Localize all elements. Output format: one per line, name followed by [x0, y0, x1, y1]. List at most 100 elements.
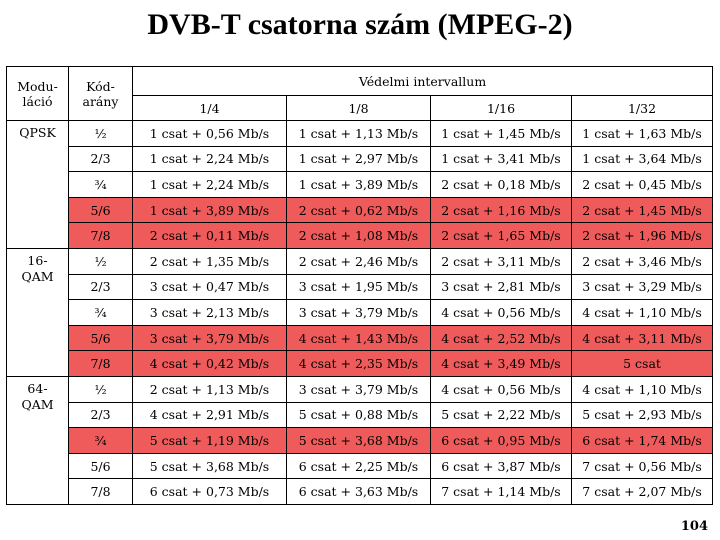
modulation-header: Modu- láció	[6, 66, 69, 121]
bitrate-cell: 2 csat + 1,96 Mb/s	[570, 222, 714, 249]
code-rate-cell: 5/6	[68, 324, 133, 352]
table-row: 7/8 4 csat + 0,42 Mb/s 4 csat + 2,35 Mb/s 4…	[7, 350, 714, 377]
guard-interval-header: Védelmi intervallum	[131, 66, 714, 96]
bitrate-cell: 1 csat + 1,13 Mb/s	[286, 120, 431, 147]
code-rate-cell: 2/3	[68, 145, 133, 173]
guard-value-header: 1/8	[286, 95, 431, 121]
bitrate-cell: 5 csat + 2,93 Mb/s	[570, 401, 714, 429]
table-row: 5/6 3 csat + 3,79 Mb/s 4 csat + 1,43 Mb/s 4…	[7, 324, 714, 352]
bitrate-cell: 6 csat + 1,74 Mb/s	[570, 427, 714, 454]
table-row: 7/8 2 csat + 0,11 Mb/s 2 csat + 1,08 Mb/s 2…	[7, 222, 714, 249]
table-body: QPSK ½ 1 csat + 0,56 Mb/s 1 csat + 1,13 Mb/…	[6, 120, 714, 505]
bitrate-cell: 1 csat + 3,64 Mb/s	[570, 145, 714, 173]
bitrate-cell: 1 csat + 3,89 Mb/s	[286, 171, 431, 198]
bitrate-cell: 3 csat + 0,47 Mb/s	[132, 273, 287, 301]
coderate-header-line2: arány	[82, 93, 119, 109]
table-row: 2/3 3 csat + 0,47 Mb/s 3 csat + 1,95 Mb/s 3…	[7, 273, 714, 301]
guard-value-header: 1/16	[430, 95, 572, 121]
bitrate-cell: 2 csat + 1,13 Mb/s	[132, 375, 287, 403]
bitrate-cell: 1 csat + 1,63 Mb/s	[570, 120, 714, 147]
guard-value-header: 1/4	[132, 95, 287, 121]
coderate-header: Kód- arány	[68, 66, 133, 121]
modulation-cell: QPSK	[6, 120, 69, 249]
bitrate-cell: 2 csat + 0,45 Mb/s	[570, 171, 714, 198]
bitrate-cell: 6 csat + 0,95 Mb/s	[430, 427, 572, 454]
code-rate-cell: ½	[68, 375, 133, 403]
modulation-label-line1: 16-	[27, 252, 48, 268]
bitrate-cell: 7 csat + 1,14 Mb/s	[430, 478, 572, 505]
table-row: QPSK ½ 1 csat + 0,56 Mb/s 1 csat + 1,13 Mb/…	[6, 120, 714, 249]
bitrate-cell: 4 csat + 3,11 Mb/s	[570, 324, 714, 352]
bitrate-cell: 1 csat + 2,97 Mb/s	[286, 145, 431, 173]
bitrate-cell: 4 csat + 3,49 Mb/s	[430, 350, 572, 377]
bitrate-cell: 2 csat + 0,62 Mb/s	[286, 196, 431, 224]
bitrate-cell: 6 csat + 0,73 Mb/s	[132, 478, 287, 505]
table-row: 64- QAM ½ 2 csat + 1,13 Mb/s 3 csat + 3,79 M…	[6, 375, 714, 505]
bitrate-cell: 2 csat + 3,46 Mb/s	[570, 247, 714, 275]
bitrate-cell: 4 csat + 2,52 Mb/s	[430, 324, 572, 352]
bitrate-cell: 2 csat + 1,45 Mb/s	[570, 196, 714, 224]
bitrate-cell: 3 csat + 3,79 Mb/s	[132, 324, 287, 352]
bitrate-cell: 6 csat + 3,87 Mb/s	[430, 452, 572, 480]
bitrate-cell: 3 csat + 3,29 Mb/s	[570, 273, 714, 301]
bitrate-cell: 5 csat	[570, 350, 714, 377]
code-rate-cell: ¾	[68, 171, 133, 198]
coderate-header-line1: Kód-	[86, 78, 115, 94]
bitrate-cell: 4 csat + 1,10 Mb/s	[570, 375, 714, 403]
modulation-header-line2: láció	[22, 93, 53, 109]
bitrate-cell: 4 csat + 0,42 Mb/s	[132, 350, 287, 377]
channel-table: Modu- láció Kód- arány Védelmi intervall…	[6, 66, 714, 505]
bitrate-cell: 4 csat + 2,35 Mb/s	[286, 350, 431, 377]
code-rate-cell: 7/8	[68, 350, 133, 377]
bitrate-cell: 5 csat + 2,22 Mb/s	[430, 401, 572, 429]
bitrate-cell: 2 csat + 1,65 Mb/s	[430, 222, 572, 249]
table-row: 7/8 6 csat + 0,73 Mb/s 6 csat + 3,63 Mb/s 7…	[7, 478, 714, 505]
modulation-label-line2: QAM	[21, 268, 54, 284]
bitrate-cell: 4 csat + 1,43 Mb/s	[286, 324, 431, 352]
bitrate-cell: 3 csat + 1,95 Mb/s	[286, 273, 431, 301]
bitrate-cell: 2 csat + 0,11 Mb/s	[132, 222, 287, 249]
bitrate-cell: 2 csat + 3,11 Mb/s	[430, 247, 572, 275]
bitrate-cell: 6 csat + 2,25 Mb/s	[286, 452, 431, 480]
bitrate-cell: 1 csat + 3,41 Mb/s	[430, 145, 572, 173]
table-row: 5/6 1 csat + 3,89 Mb/s 2 csat + 0,62 Mb/s 2…	[7, 196, 714, 224]
bitrate-cell: 4 csat + 0,56 Mb/s	[430, 375, 572, 403]
table-row: 2/3 1 csat + 2,24 Mb/s 1 csat + 2,97 Mb/s 1…	[7, 145, 714, 173]
bitrate-cell: 3 csat + 3,79 Mb/s	[286, 299, 431, 326]
bitrate-cell: 2 csat + 0,18 Mb/s	[430, 171, 572, 198]
code-rate-cell: 2/3	[68, 401, 133, 429]
code-rate-cell: ½	[68, 120, 133, 147]
bitrate-cell: 4 csat + 2,91 Mb/s	[132, 401, 287, 429]
code-rate-cell: 7/8	[68, 222, 133, 249]
bitrate-cell: 7 csat + 0,56 Mb/s	[570, 452, 714, 480]
code-rate-cell: ¾	[68, 299, 133, 326]
bitrate-cell: 3 csat + 2,81 Mb/s	[430, 273, 572, 301]
code-rate-cell: 7/8	[68, 478, 133, 505]
bitrate-cell: 1 csat + 2,24 Mb/s	[132, 145, 287, 173]
bitrate-cell: 3 csat + 2,13 Mb/s	[132, 299, 287, 326]
code-rate-cell: 5/6	[68, 452, 133, 480]
page-title: DVB-T csatorna szám (MPEG-2)	[147, 8, 573, 41]
table-row: 5/6 5 csat + 3,68 Mb/s 6 csat + 2,25 Mb/s 6…	[7, 452, 714, 480]
bitrate-cell: 6 csat + 3,63 Mb/s	[286, 478, 431, 505]
bitrate-cell: 1 csat + 1,45 Mb/s	[430, 120, 572, 147]
bitrate-cell: 1 csat + 3,89 Mb/s	[132, 196, 287, 224]
bitrate-cell: 1 csat + 2,24 Mb/s	[132, 171, 287, 198]
bitrate-cell: 4 csat + 1,10 Mb/s	[570, 299, 714, 326]
table-row: 2/3 4 csat + 2,91 Mb/s 5 csat + 0,88 Mb/s 5…	[7, 401, 714, 429]
code-rate-cell: ¾	[68, 427, 133, 454]
bitrate-cell: 5 csat + 0,88 Mb/s	[286, 401, 431, 429]
bitrate-cell: 2 csat + 1,08 Mb/s	[286, 222, 431, 249]
bitrate-cell: 2 csat + 1,35 Mb/s	[132, 247, 287, 275]
modulation-label-line2: QAM	[21, 396, 54, 412]
bitrate-cell: 2 csat + 2,46 Mb/s	[286, 247, 431, 275]
code-rate-cell: ½	[68, 247, 133, 275]
bitrate-cell: 5 csat + 1,19 Mb/s	[132, 427, 287, 454]
bitrate-cell: 5 csat + 3,68 Mb/s	[286, 427, 431, 454]
bitrate-cell: 5 csat + 3,68 Mb/s	[132, 452, 287, 480]
modulation-label-line1: 64-	[27, 380, 48, 396]
modulation-header-line1: Modu-	[17, 78, 58, 94]
